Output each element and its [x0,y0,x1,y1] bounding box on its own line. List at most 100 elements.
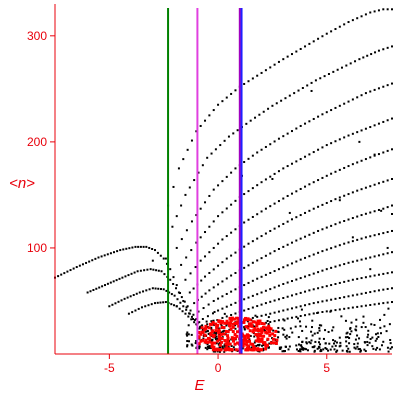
data-point [258,348,262,352]
data-point [235,334,239,338]
data-point [223,348,227,352]
data-point [348,342,351,345]
data-point [227,346,230,349]
data-point [391,213,393,215]
data-point [360,305,363,308]
data-point [268,342,271,345]
data-point [297,336,300,339]
data-point [232,346,235,349]
data-point [295,260,298,263]
data-point [222,332,226,336]
data-point [197,331,201,335]
data-point [308,255,311,258]
data-point [60,273,63,276]
data-point [295,348,298,351]
data-point [338,281,341,284]
data-point [89,290,92,293]
data-point [338,168,341,171]
data-point [373,234,376,237]
data-point [234,167,237,170]
data-point [217,103,220,106]
data-point [273,334,277,338]
data-point [308,183,311,186]
data-point [106,282,109,285]
data-point [208,114,211,117]
data-point [282,318,285,321]
data-point [359,348,362,351]
data-point [313,332,316,335]
data-point [169,278,172,281]
data-point [221,100,224,103]
data-point [57,275,60,278]
data-point [114,302,117,305]
data-point [308,42,311,45]
data-point [154,287,157,290]
data-point [312,231,315,234]
data-point [228,328,231,331]
data-point [338,345,341,348]
data-point [369,156,372,159]
data-point [217,184,220,187]
data-point [106,253,109,256]
data-point [264,232,267,235]
data-point [391,82,393,85]
data-point [318,327,321,330]
data-point [204,330,207,333]
data-point [345,349,348,352]
data-point [325,268,328,271]
data-point [215,331,218,334]
data-point [168,291,171,294]
data-point [299,348,302,351]
data-point [256,184,259,187]
data-point [316,331,319,334]
data-point [256,74,259,77]
data-point [389,342,392,345]
data-point [295,127,298,130]
data-point [277,336,280,339]
data-point [227,347,231,351]
data-point [231,322,235,326]
data-point [378,348,381,351]
data-point [247,264,250,267]
data-point [273,299,276,302]
data-point [236,321,240,325]
data-point [204,338,208,342]
data-point [355,325,358,328]
data-point [277,330,280,333]
data-point [247,80,250,83]
data-point [159,301,162,304]
data-point [364,236,367,239]
data-point [263,329,266,332]
data-point [251,316,254,319]
data-point [218,343,222,347]
data-point [179,301,182,304]
data-point [379,326,382,329]
data-point [314,340,317,343]
data-point [230,203,233,206]
data-point [364,13,367,16]
data-point [231,325,235,329]
data-point [188,340,190,343]
data-point [283,319,286,322]
data-point [229,327,233,331]
data-point [256,327,260,331]
data-point [277,248,280,250]
data-point [63,272,66,275]
data-point [286,317,289,320]
data-point [221,180,224,183]
data-point [255,344,258,347]
data-point [351,294,354,297]
data-point [251,342,255,346]
data-point [371,336,374,339]
data-point [200,279,203,282]
data-point [207,326,211,330]
data-point [374,348,377,351]
data-point [243,327,246,330]
data-point [382,8,385,11]
data-point [199,124,202,127]
data-point [204,346,207,349]
data-point [264,343,268,347]
data-point [286,194,289,197]
data-point [373,323,376,326]
data-point [338,138,341,141]
